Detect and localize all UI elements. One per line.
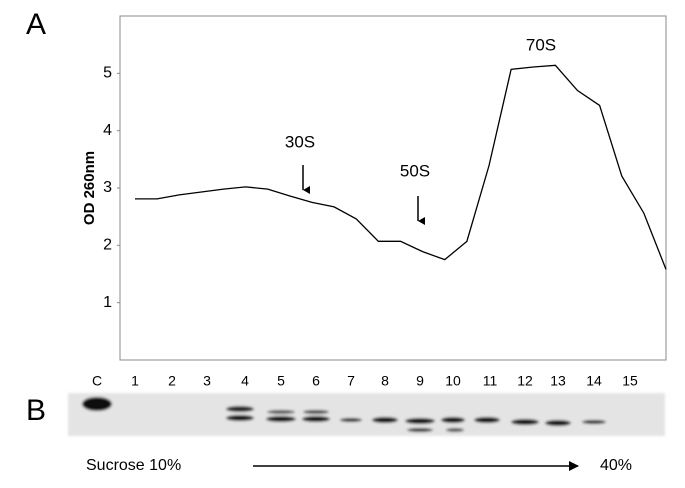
lane-label: 8	[381, 373, 389, 389]
annotation: 30S	[285, 132, 315, 151]
gel	[68, 393, 665, 436]
y-tick-label: 3	[103, 179, 112, 196]
lane-label: 15	[622, 373, 638, 389]
lane-label: 13	[550, 373, 566, 389]
annotation: 50S	[400, 161, 430, 180]
y-axis-label: OD 260nm	[81, 151, 98, 225]
y-tick-label: 5	[103, 65, 112, 82]
lane-label: 7	[347, 373, 355, 389]
lane-label: 14	[586, 373, 602, 389]
panel-label: B	[26, 394, 46, 427]
lane-label: 12	[517, 373, 533, 389]
lane-label: 6	[312, 373, 320, 389]
lane-label: 4	[241, 373, 249, 389]
gradient-end: 40%	[600, 457, 632, 474]
panel-label: A	[26, 8, 46, 41]
line	[135, 64, 667, 270]
lane-label: 1	[131, 373, 139, 389]
lane-label: 5	[277, 373, 285, 389]
lane-label: 9	[416, 373, 424, 389]
annotation: 70S	[526, 35, 556, 54]
lane-label: C	[92, 373, 102, 389]
lane-label: 11	[483, 373, 498, 389]
lane-label: 10	[445, 373, 461, 389]
lane-label: 3	[203, 373, 211, 389]
y-tick-label: 1	[103, 294, 112, 311]
lane-label: 2	[168, 373, 176, 389]
plot-frame	[119, 15, 667, 361]
y-tick-label: 4	[103, 122, 112, 139]
y-tick-label: 2	[103, 237, 112, 254]
gradient-start: Sucrose 10%	[86, 457, 181, 474]
